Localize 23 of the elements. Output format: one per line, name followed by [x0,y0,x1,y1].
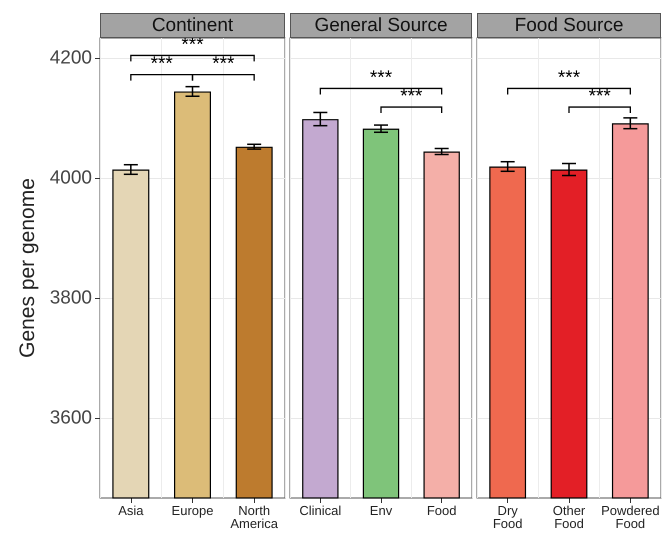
chart-title: Continent [100,13,285,38]
x-tick-label: North America [230,503,279,531]
annotation: *** [212,54,236,75]
x-tick-label: Other Food [552,503,586,531]
x-tick-label: Clinical [299,503,342,518]
annotation: *** [150,54,174,75]
annotation: *** [400,86,424,108]
x-tick-label: Powdered Food [601,503,660,531]
x-tick-label: Europe [172,503,214,518]
chart-title: General Source [290,13,472,38]
y-axis-title: Genes per genome [16,178,39,358]
y-tick-label: 4200 [50,47,92,68]
y-tick-label: 3600 [50,408,92,429]
annotation: *** [558,67,581,88]
annotation: *** [370,67,393,88]
x-tick-label: Dry Food [492,503,522,531]
y-tick-label: 3800 [50,288,92,309]
annotation: *** [588,86,612,108]
chart-title: Food Source [477,13,661,38]
x-tick-label: Food [426,503,456,518]
y-tick-label: 4000 [50,167,92,188]
x-tick-label: Asia [118,503,144,518]
x-tick-label: Env [370,503,393,518]
